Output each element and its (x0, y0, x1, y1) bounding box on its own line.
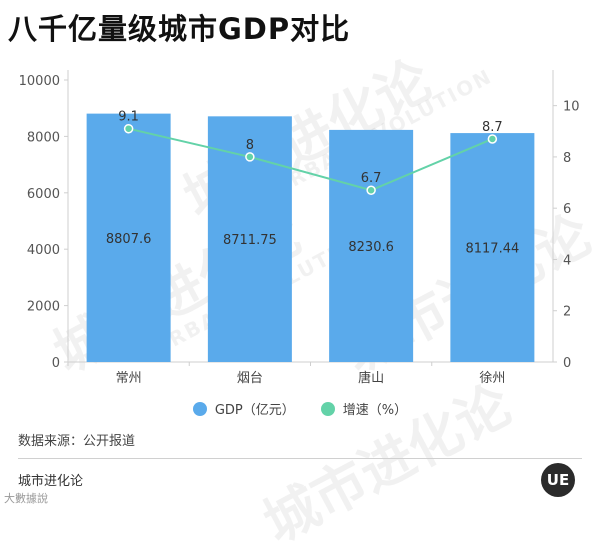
legend-swatch-growth (320, 401, 335, 416)
bar-value-label: 8117.44 (465, 242, 519, 257)
y-left-tick-label: 6000 (27, 187, 60, 202)
legend-swatch-gdp (192, 401, 207, 416)
x-tick-label: 徐州 (479, 371, 505, 386)
growth-value-label: 8 (246, 138, 254, 153)
growth-line (128, 127, 493, 192)
bar-value-label: 8807.6 (106, 232, 152, 247)
x-tick-label: 常州 (116, 371, 142, 386)
y-right-tick-label: 4 (563, 253, 571, 268)
growth-point (366, 185, 376, 195)
bar-value-label: 8711.75 (223, 233, 277, 248)
growth-value-label: 6.7 (361, 171, 382, 186)
brand-logo: UE (541, 463, 575, 497)
growth-value-label: 8.7 (482, 120, 503, 135)
footer-brand: 城市进化论 (18, 474, 84, 489)
bar-value-label: 8230.6 (348, 240, 394, 255)
footer-credit: 大數據說 (4, 492, 48, 505)
y-right-tick-label: 2 (563, 305, 571, 320)
legend-item-growth[interactable]: 增速（%） (320, 399, 408, 418)
y-left-tick-label: 8000 (27, 130, 60, 145)
bar (86, 113, 171, 363)
y-right-tick-label: 0 (563, 356, 571, 371)
bar (450, 133, 535, 362)
chart-title: 八千亿量级城市GDP对比 (8, 12, 351, 46)
source-note: 数据来源：公开报道 (18, 434, 136, 449)
growth-value-label: 9.1 (118, 110, 139, 125)
y-right-tick-label: 10 (563, 100, 580, 115)
y-right-tick-label: 8 (563, 151, 571, 166)
bar (329, 129, 414, 362)
x-tick-label: 唐山 (358, 370, 384, 386)
y-right-tick-label: 6 (563, 202, 571, 217)
y-left-tick-label: 0 (52, 356, 60, 371)
footer-divider (18, 458, 582, 459)
chart-legend: GDP（亿元） 增速（%） (0, 399, 600, 418)
growth-point (487, 134, 498, 144)
y-left-tick-label: 10000 (19, 74, 60, 89)
y-left-tick-label: 4000 (27, 243, 60, 258)
legend-label-growth: 增速（%） (342, 403, 408, 418)
y-left-tick-label: 2000 (27, 300, 60, 315)
growth-point (123, 123, 134, 134)
chart: 0 2000 4000 6000 8000 10000 0 2 4 6 8 10 8807.6 8711.… (19, 70, 580, 386)
legend-label-gdp: GDP（亿元） (214, 403, 295, 418)
legend-item-gdp[interactable]: GDP（亿元） (192, 399, 295, 418)
growth-point (245, 152, 255, 162)
x-tick-label: 烟台 (237, 371, 263, 386)
